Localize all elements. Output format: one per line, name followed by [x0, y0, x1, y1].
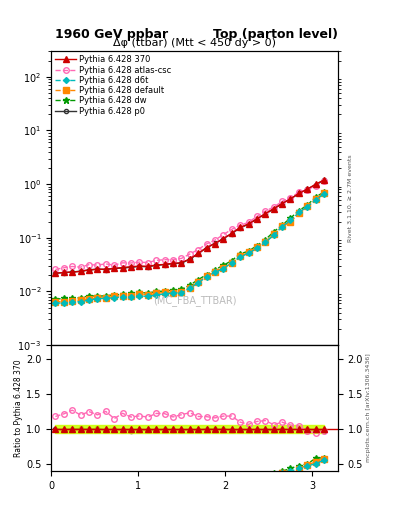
Text: 1960 GeV ppbar: 1960 GeV ppbar — [55, 28, 168, 41]
Text: Top (parton level): Top (parton level) — [213, 28, 338, 41]
Y-axis label: Ratio to Pythia 6.428 370: Ratio to Pythia 6.428 370 — [14, 359, 23, 457]
Y-axis label: mcplots.cern.ch [arXiv:1306.3436]: mcplots.cern.ch [arXiv:1306.3436] — [366, 354, 371, 462]
Legend: Pythia 6.428 370, Pythia 6.428 atlas-csc, Pythia 6.428 d6t, Pythia 6.428 default: Pythia 6.428 370, Pythia 6.428 atlas-csc… — [53, 54, 173, 117]
Text: (MC_FBA_TTBAR): (MC_FBA_TTBAR) — [153, 295, 236, 307]
Title: Δφ (ttbar) (Mtt < 450 dy > 0): Δφ (ttbar) (Mtt < 450 dy > 0) — [113, 38, 276, 48]
Y-axis label: Rivet 3.1.10, ≥ 2.7M events: Rivet 3.1.10, ≥ 2.7M events — [348, 154, 353, 242]
